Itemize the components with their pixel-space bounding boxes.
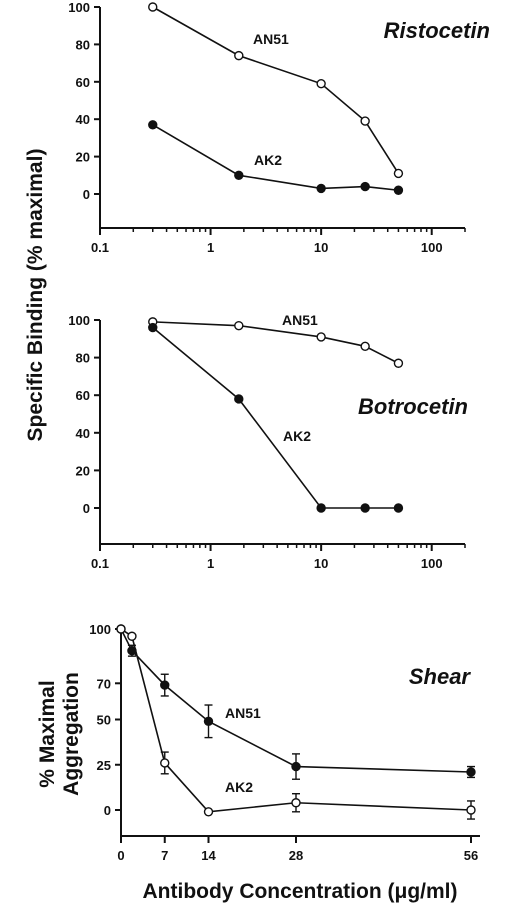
panel2-x-tick-label: 100: [421, 556, 443, 571]
panel2-y-tick-label: 0: [83, 501, 90, 516]
panel1-series-an51-point: [148, 2, 158, 12]
panel2-series-ak2-point: [360, 503, 370, 513]
panel3-series-an51-point: [466, 767, 476, 777]
panel1-series-an51-point: [234, 50, 244, 61]
panel3-series-ak2-point: [203, 807, 214, 817]
panel2-y-tick-label: 60: [76, 388, 90, 403]
panel1-series-an51-label: AN51: [253, 31, 289, 47]
panel2-series-an51-line: [152, 321, 399, 364]
panel3-x-tick-label: 0: [117, 848, 124, 863]
panel2-x-tick-label: 0.1: [91, 556, 109, 571]
panel3-series-ak2-point: [116, 624, 126, 634]
panel3-y-tick-label: 0: [104, 803, 111, 818]
panel3-series-an51-label: AN51: [225, 705, 261, 721]
panel3-x-tick-label: 28: [289, 848, 303, 863]
panel1-y-tick-label: 40: [76, 112, 90, 127]
panel3-series-an51-point: [160, 680, 170, 690]
panel3-y-axis-title-line1: % Maximal: [36, 680, 59, 787]
panel2-series-an51-point: [360, 341, 370, 352]
panel1-series-ak2-label: AK2: [254, 152, 282, 168]
panel2-series-ak2-point: [148, 322, 158, 333]
panel1-x-tick-label: 0.1: [91, 240, 109, 255]
panel1-series-ak2-point: [360, 181, 370, 192]
panel3-y-tick-label: 100: [89, 622, 111, 637]
panel2-y-tick-label: 40: [76, 426, 90, 441]
panel1-series-an51-point: [360, 116, 370, 126]
panel1-y-tick-label: 60: [76, 75, 90, 90]
panel2-series-ak2-label: AK2: [283, 428, 311, 444]
panel1-x-tick-label: 100: [421, 240, 443, 255]
panel2-series-an51-point: [316, 332, 326, 342]
panel3-series-ak2-line: [120, 628, 472, 813]
panel2-series-ak2-point: [316, 503, 326, 513]
panel1-y-tick-label: 100: [68, 0, 90, 15]
panel3-series-an51-point: [291, 761, 301, 772]
panel3-series-an51-point: [203, 716, 214, 727]
panel1-x-tick-label: 10: [314, 240, 328, 255]
panel3-title: Shear: [409, 664, 472, 689]
panel2-y-tick-label: 80: [76, 351, 90, 366]
panel3-x-tick-label: 14: [201, 848, 216, 863]
panel3-y-tick-label: 70: [97, 676, 111, 691]
panel2-y-tick-label: 20: [76, 463, 90, 478]
panel3-series-ak2-point: [160, 758, 170, 768]
panel2-series-ak2-point: [393, 503, 404, 513]
panel2-y-tick-label: 100: [68, 313, 90, 328]
x-axis-title: Antibody Concentration (μg/ml): [143, 880, 458, 903]
panel1-title: Ristocetin: [384, 18, 490, 43]
panel1-y-tick-label: 0: [83, 187, 90, 202]
panel2-x-tick-label: 1: [207, 556, 214, 571]
panel3-x-tick-label: 56: [464, 848, 478, 863]
panel3-series-an51-line: [120, 628, 472, 773]
panel3-y-tick-label: 25: [97, 758, 111, 773]
panel1-series-ak2-point: [234, 170, 244, 181]
panel2-title: Botrocetin: [358, 394, 468, 419]
shared-y-axis-title: Specific Binding (% maximal): [24, 149, 47, 442]
panel3-y-axis-title-line2: Aggregation: [60, 672, 83, 796]
panel3-series-ak2-label: AK2: [225, 779, 253, 795]
panel3-series-ak2-point: [127, 631, 137, 641]
panel1-series-ak2-point: [393, 185, 404, 195]
panel3-x-tick-label: 7: [161, 848, 168, 863]
panel1-series-an51-point: [316, 78, 326, 89]
panel2-series-an51-label: AN51: [282, 312, 318, 328]
panel2-series-ak2-point: [234, 394, 244, 404]
panel1-series-ak2-point: [148, 120, 158, 130]
panel3-y-tick-label: 50: [97, 713, 111, 728]
panel2-series-an51-point: [234, 320, 244, 331]
panel1-x-tick-label: 1: [207, 240, 214, 255]
panel3-series-ak2-point: [466, 805, 476, 815]
panel1-y-tick-label: 20: [76, 150, 90, 165]
panel1-y-tick-label: 80: [76, 37, 90, 52]
panel3-series-ak2-point: [291, 798, 301, 808]
panel2-x-tick-label: 10: [314, 556, 328, 571]
panel2-series-an51-point: [393, 358, 404, 368]
panel1-series-an51-point: [393, 168, 404, 179]
panel1-series-ak2-point: [316, 183, 326, 194]
